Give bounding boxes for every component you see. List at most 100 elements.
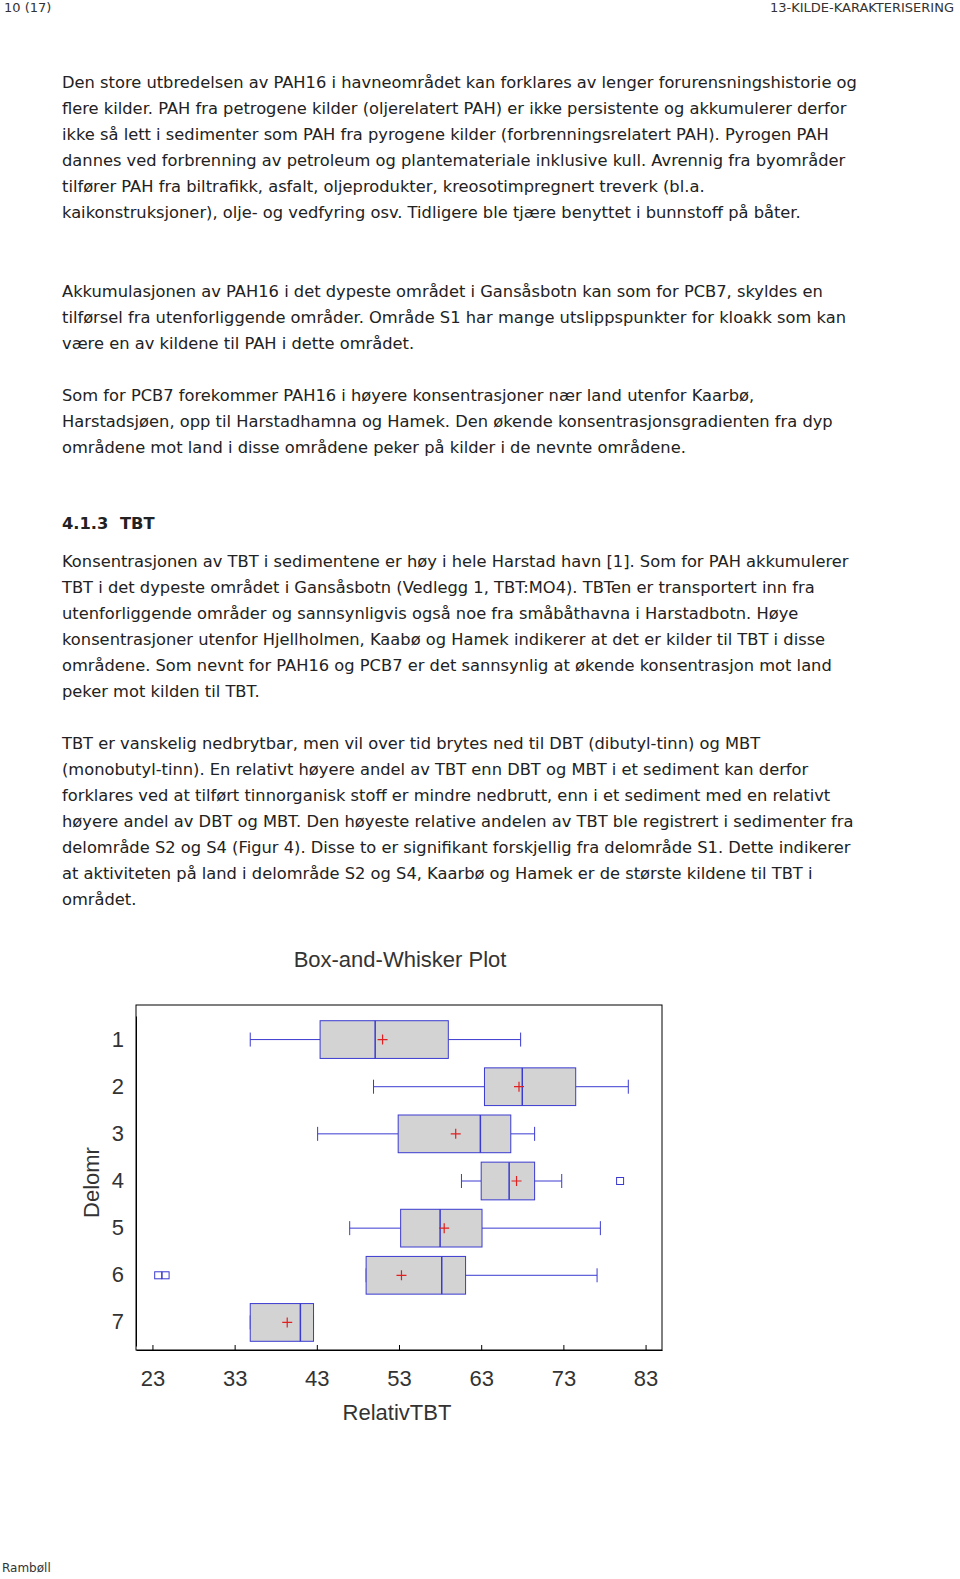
x-tick: 83 bbox=[634, 1345, 658, 1391]
paragraph-line: høyere andel av DBT og MBT. Den høyeste … bbox=[62, 812, 853, 832]
chart-title: Box-and-Whisker Plot bbox=[294, 947, 507, 972]
paragraph-line: Harstadsjøen, opp til Harstadhamna og Ha… bbox=[62, 412, 833, 432]
x-tick-mark bbox=[317, 1345, 318, 1350]
mean-marker bbox=[439, 1223, 449, 1233]
whisker-cap-high bbox=[597, 1268, 598, 1282]
paragraph-line: TBT er vanskelig nedbrytbar, men vil ove… bbox=[62, 734, 760, 754]
footer: Rambøll bbox=[2, 1561, 51, 1575]
whisker-high bbox=[482, 1228, 600, 1229]
outlier bbox=[162, 1272, 169, 1279]
box-plot: Box-and-Whisker Plot23334353637383Relati… bbox=[0, 0, 960, 1579]
whisker-low bbox=[374, 1086, 485, 1087]
whisker-cap-high bbox=[534, 1127, 535, 1141]
y-axis: 1234567 bbox=[112, 1017, 137, 1347]
whisker-cap-low bbox=[250, 1033, 251, 1047]
x-tick-label: 53 bbox=[387, 1366, 411, 1391]
mean-marker bbox=[396, 1270, 406, 1280]
median bbox=[374, 1021, 376, 1059]
box bbox=[250, 1304, 313, 1342]
whisker-cap-high bbox=[628, 1080, 629, 1094]
mean-marker bbox=[514, 1082, 524, 1092]
box bbox=[481, 1162, 534, 1200]
x-axis-line bbox=[137, 1350, 663, 1351]
box bbox=[366, 1256, 465, 1294]
x-axis-title: RelativTBT bbox=[343, 1400, 452, 1425]
plot-frame bbox=[136, 1005, 662, 1350]
paragraph-line: delområde S2 og S4 (Figur 4). Disse to e… bbox=[62, 838, 850, 858]
mean-marker bbox=[282, 1317, 292, 1327]
section-name: 13-KILDE-KARAKTERISERING bbox=[770, 0, 954, 15]
page-number: 10 (17) bbox=[4, 0, 51, 15]
paragraph-line: konsentrasjoner utenfor Hjellholmen, Kaa… bbox=[62, 630, 825, 650]
paragraph-line: være en av kildene til PAH i dette områd… bbox=[62, 334, 414, 354]
box bbox=[320, 1021, 448, 1059]
paragraph-line: at aktiviteten på land i delområde S2 og… bbox=[62, 864, 812, 884]
median bbox=[300, 1304, 302, 1342]
paragraph-line: (monobutyl-tinn). En relativt høyere and… bbox=[62, 760, 808, 780]
y-axis-line bbox=[136, 1017, 137, 1347]
paragraph-line: området. bbox=[62, 890, 136, 910]
whisker-low bbox=[250, 1039, 320, 1040]
paragraph-line: tilførsel fra utenforliggende områder. O… bbox=[62, 308, 846, 328]
outlier bbox=[155, 1272, 162, 1279]
x-tick-label: 73 bbox=[552, 1366, 576, 1391]
median bbox=[508, 1162, 510, 1200]
x-tick-label: 23 bbox=[141, 1366, 165, 1391]
heading-number: 4.1.3 bbox=[62, 514, 108, 534]
x-tick: 43 bbox=[305, 1345, 329, 1391]
median bbox=[441, 1256, 443, 1294]
outlier bbox=[617, 1178, 624, 1185]
paragraph-line: peker mot kilden til TBT. bbox=[62, 682, 260, 702]
y-tick-label: 7 bbox=[112, 1309, 124, 1334]
heading-text: TBT bbox=[120, 514, 155, 534]
whisker-cap-low bbox=[373, 1080, 374, 1094]
paragraph-line: forklares ved at tilført tinnorganisk st… bbox=[62, 786, 830, 806]
y-tick-label: 2 bbox=[112, 1074, 124, 1099]
whisker-high bbox=[448, 1039, 520, 1040]
plot-area bbox=[155, 1021, 629, 1342]
x-tick-label: 83 bbox=[634, 1366, 658, 1391]
x-tick-label: 33 bbox=[223, 1366, 247, 1391]
x-tick-mark bbox=[235, 1345, 236, 1350]
paragraph-line: utenforliggende områder og sannsynligvis… bbox=[62, 604, 798, 624]
whisker-cap-low bbox=[461, 1174, 462, 1188]
x-tick: 63 bbox=[469, 1345, 493, 1391]
paragraph-line: flere kilder. PAH fra petrogene kilder (… bbox=[62, 99, 846, 119]
mean-marker bbox=[512, 1176, 522, 1186]
x-tick-label: 43 bbox=[305, 1366, 329, 1391]
x-tick-label: 63 bbox=[469, 1366, 493, 1391]
y-tick-label: 3 bbox=[112, 1121, 124, 1146]
whisker-high bbox=[466, 1275, 598, 1276]
whisker-high bbox=[576, 1086, 629, 1087]
mean-marker bbox=[378, 1035, 388, 1045]
paragraph-line: Akkumulasjonen av PAH16 i det dypeste om… bbox=[62, 282, 823, 302]
y-tick-label: 6 bbox=[112, 1262, 124, 1287]
paragraph-line: kaikonstruksjoner), olje- og vedfyring o… bbox=[62, 203, 801, 223]
median bbox=[480, 1115, 482, 1153]
mean-marker bbox=[451, 1129, 461, 1139]
whisker-cap-high bbox=[600, 1221, 601, 1235]
y-tick: 7 bbox=[112, 1309, 136, 1334]
whisker-cap-high bbox=[520, 1033, 521, 1047]
paragraph-line: tilfører PAH fra biltrafikk, asfalt, olj… bbox=[62, 177, 705, 197]
y-tick: 6 bbox=[112, 1262, 136, 1287]
box bbox=[398, 1115, 511, 1153]
paragraph-line: områdene. Som nevnt for PAH16 og PCB7 er… bbox=[62, 656, 832, 676]
whisker-low bbox=[350, 1228, 401, 1229]
x-tick-mark bbox=[399, 1345, 400, 1350]
paragraph-line: Som for PCB7 forekommer PAH16 i høyere k… bbox=[62, 386, 754, 406]
y-tick: 2 bbox=[112, 1074, 136, 1099]
whisker-cap-low bbox=[317, 1127, 318, 1141]
paragraph-line: Konsentrasjonen av TBT i sedimentene er … bbox=[62, 552, 848, 572]
y-tick-label: 5 bbox=[112, 1215, 124, 1240]
y-tick: 5 bbox=[112, 1215, 136, 1240]
x-tick: 73 bbox=[552, 1345, 576, 1391]
paragraph-line: dannes ved forbrenning av petroleum og p… bbox=[62, 151, 845, 171]
x-tick-mark bbox=[563, 1345, 564, 1350]
paragraph-line: TBT i det dypeste området i Gansåsbotn (… bbox=[62, 578, 815, 598]
box bbox=[484, 1068, 575, 1106]
paragraph-line: områdene mot land i disse områdene peker… bbox=[62, 438, 686, 458]
whisker-high bbox=[535, 1181, 562, 1182]
y-tick: 1 bbox=[112, 1027, 136, 1052]
y-tick: 3 bbox=[112, 1121, 136, 1146]
